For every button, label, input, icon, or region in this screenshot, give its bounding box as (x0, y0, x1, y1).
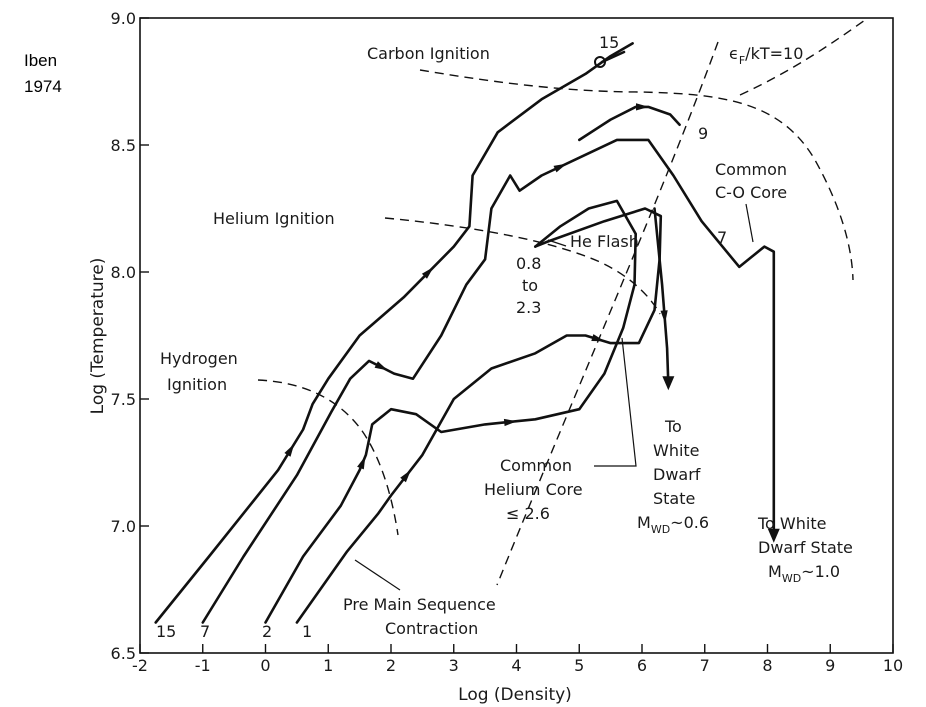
hydrogen-ignition-curve (257, 379, 399, 536)
track-label-7-bottom: 7 (200, 622, 210, 641)
label-to-wd-06-2: White (653, 441, 700, 460)
label-degeneracy: ϵF/kT=10 (729, 44, 803, 67)
x-tick-label: 9 (825, 656, 835, 675)
evolution-tracks (154, 42, 780, 624)
y-tick-label: 8.5 (111, 136, 136, 155)
label-pre-ms-2: Contraction (385, 619, 478, 638)
track-15-end-arrow (600, 50, 626, 64)
label-to-wd-10-2: Dwarf State (758, 538, 853, 557)
y-tick-label: 6.5 (111, 644, 136, 663)
track-1-direction-arrow (591, 334, 605, 342)
track-label-15-bottom: 15 (156, 622, 176, 641)
he-flash-pointer (547, 239, 567, 247)
label-he-flash: He Flash (570, 232, 639, 251)
x-tick-label: 1 (323, 656, 333, 675)
track-wd-0-6-direction-arrow (660, 310, 668, 324)
label-mass-range-2: to (522, 276, 538, 295)
credit-year: 1974 (24, 77, 62, 96)
x-tick-label: 8 (762, 656, 772, 675)
label-mass-range-3: 2.3 (516, 298, 541, 317)
label-to-wd-06-3: Dwarf (653, 465, 701, 484)
track-9 (577, 105, 681, 142)
label-mass-range-1: 0.8 (516, 254, 541, 273)
track-label-1-bottom: 1 (302, 622, 312, 641)
y-tick-label: 8.0 (111, 263, 136, 282)
co-core-pointer (745, 203, 754, 243)
helium-ignition-curve (384, 217, 661, 315)
x-tick-label: 3 (449, 656, 459, 675)
x-tick-label: 5 (574, 656, 584, 675)
track-label-15-top: 15 (599, 33, 619, 52)
credit-author: Iben (24, 51, 57, 70)
x-tick-label: 6 (637, 656, 647, 675)
label-common-co-2: C-O Core (715, 183, 787, 202)
label-helium-ignition: Helium Ignition (213, 209, 335, 228)
degeneracy-line (496, 41, 719, 586)
track-label-9: 9 (698, 124, 708, 143)
x-tick-label: 7 (700, 656, 710, 675)
track-7-direction-arrow (553, 163, 567, 173)
carbon-ignition-curve (419, 69, 854, 281)
track-15-direction-arrow (284, 443, 295, 457)
label-hydrogen-ignition: Hydrogen (160, 349, 238, 368)
label-to-wd-10-1: To White (757, 514, 826, 533)
x-tick-label: -1 (195, 656, 211, 675)
y-tick-label: 7.5 (111, 390, 136, 409)
label-carbon-ignition: Carbon Ignition (367, 44, 490, 63)
track-1-direction-arrow (400, 469, 411, 483)
label-to-wd-06-1: To (664, 417, 682, 436)
pre-ms-pointer (354, 559, 401, 591)
track-7-direction-arrow (374, 361, 388, 371)
track-label-2-bottom: 2 (262, 622, 272, 641)
label-hydrogen-ignition-2: Ignition (167, 375, 227, 394)
plot-frame (139, 17, 894, 654)
y-axis-label: Log (Temperature) (88, 258, 108, 415)
track-2 (264, 199, 638, 624)
x-tick-label: 10 (883, 656, 903, 675)
track-7 (201, 138, 776, 624)
track-wd-0-6-end-arrowhead (662, 376, 675, 391)
x-tick-label: 2 (386, 656, 396, 675)
track-1 (295, 207, 663, 624)
label-common-he-1: Common (500, 456, 572, 475)
y-tick-label: 9.0 (111, 9, 136, 28)
x-axis-label: Log (Density) (458, 685, 572, 705)
track-7-end-arrowhead (767, 528, 780, 543)
x-axis-ticks: -2 -1 0 1 2 3 4 5 6 7 8 9 10 (132, 644, 903, 675)
label-common-he-3: ≤ 2.6 (506, 504, 550, 523)
x-tick-label: 4 (511, 656, 521, 675)
label-common-he-2: Helium Core (484, 480, 583, 499)
track-label-7-right: 7 (717, 228, 727, 247)
carbon-ignition-curve-top (739, 19, 866, 96)
helium-core-pointer (594, 337, 637, 467)
y-tick-label: 7.0 (111, 517, 136, 536)
label-to-wd-06-5: MWD~0.6 (637, 513, 709, 536)
track-2-direction-arrow (357, 456, 366, 470)
x-tick-label: 0 (260, 656, 270, 675)
track-15 (154, 42, 634, 624)
x-tick-label: -2 (132, 656, 148, 675)
label-common-co-1: Common (715, 160, 787, 179)
label-to-wd-10-3: MWD~1.0 (768, 562, 840, 585)
label-to-wd-06-4: State (653, 489, 695, 508)
track-2-direction-arrow (503, 418, 518, 427)
track-9-direction-arrow (636, 103, 649, 111)
label-pre-ms-1: Pre Main Sequence (343, 595, 496, 614)
y-axis-ticks: 6.5 7.0 7.5 8.0 8.5 9.0 (111, 9, 149, 663)
track-15-direction-arrow (421, 267, 434, 279)
